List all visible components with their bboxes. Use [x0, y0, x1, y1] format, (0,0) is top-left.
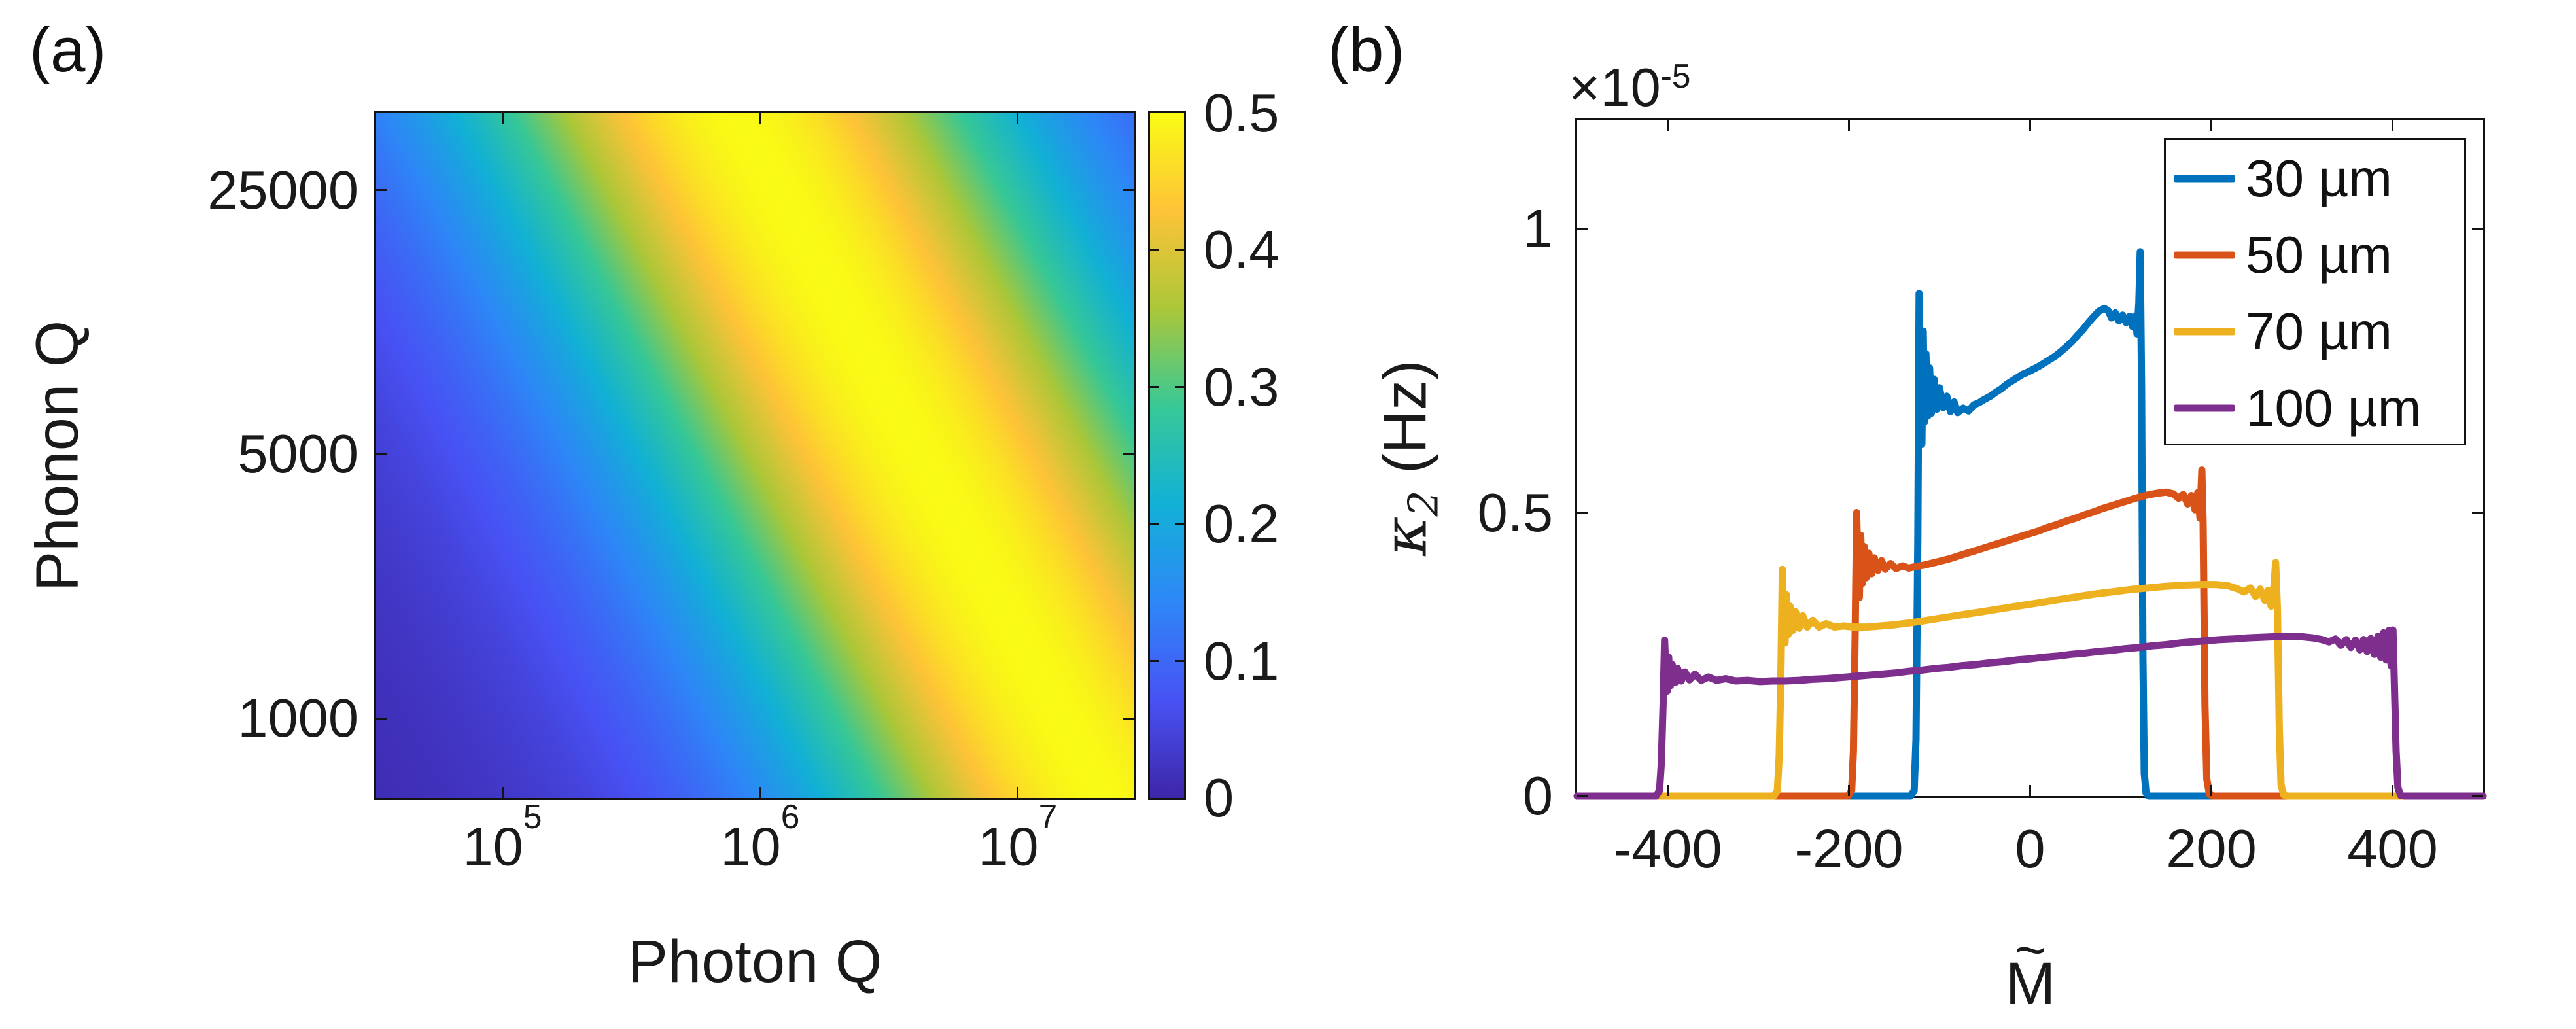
panel-a-axes-box — [374, 111, 1136, 800]
panel-a-ytick-right — [1123, 453, 1134, 455]
panel-b-xtick-top — [2210, 120, 2212, 131]
panel-b-ytick-right — [2472, 795, 2483, 797]
panel-b-xtick — [1667, 785, 1669, 796]
legend-label-70um: 70 µm — [2246, 302, 2392, 360]
panel-b-letter: (b) — [1328, 15, 1405, 85]
colorbar-tick — [1175, 660, 1184, 663]
legend-row-50um: 50 µm — [2166, 217, 2464, 293]
panel-b-xtick-label: -200 — [1794, 818, 1904, 879]
panel-b-xtick-label: 200 — [2166, 818, 2257, 879]
panel-b-ylabel: κ2 (Hz) — [1370, 360, 1448, 556]
colorbar-tick-left — [1150, 249, 1159, 251]
panel-b-ytick — [1577, 228, 1588, 230]
panel-a-xtick-top — [759, 113, 761, 124]
panel-b-xtick-top — [2392, 120, 2393, 131]
panel-b-xtick-top — [1667, 120, 1669, 131]
colorbar-tick-label: 0 — [1204, 767, 1234, 828]
panel-b-ytick — [1577, 512, 1588, 514]
legend-line-100um — [2174, 404, 2235, 411]
panel-a-xtick-top — [1017, 113, 1019, 124]
panel-b-axes-box — [1575, 118, 2485, 798]
panel-a-xtick — [1017, 787, 1019, 798]
colorbar-tick-label: 0.1 — [1204, 630, 1279, 691]
panel-a-letter: (a) — [29, 15, 107, 85]
legend-row-70um: 70 µm — [2166, 293, 2464, 370]
colorbar-tick-label: 0.2 — [1204, 493, 1279, 555]
colorbar-tick-label: 0.4 — [1204, 219, 1279, 281]
legend-row-100um: 100 µm — [2166, 370, 2464, 446]
panel-b-xtick-label: -400 — [1613, 818, 1722, 879]
panel-b-xtick-label: 400 — [2347, 818, 2438, 879]
legend-label-50um: 50 µm — [2246, 225, 2392, 284]
panel-b-xtick — [1848, 785, 1850, 796]
colorbar-tick — [1175, 523, 1184, 525]
panel-b-xlabel: M — [2005, 951, 2056, 1017]
heatmap-panel-a — [376, 113, 1134, 798]
curve-50µm — [1573, 466, 2487, 800]
legend-row-30um: 30 µm — [2166, 140, 2464, 217]
panel-a-ytick-label: 5000 — [237, 423, 358, 485]
legend-line-70um — [2174, 328, 2235, 335]
colorbar-tick — [1175, 249, 1184, 251]
panel-b-xtick — [2392, 785, 2393, 796]
panel-b-ytick-right — [2472, 512, 2483, 514]
colorbar-tick-label: 0.3 — [1204, 356, 1279, 417]
panel-b-xtick-top — [2029, 120, 2031, 131]
ylabel-unit: (Hz) — [1372, 360, 1439, 491]
kappa-symbol: κ — [1370, 516, 1440, 556]
colorbar — [1148, 111, 1186, 800]
multiplier-mantissa: ×10 — [1569, 57, 1661, 118]
panel-a-xtick-label: 106 — [720, 797, 800, 877]
panel-b-ytick-label: 0.5 — [1477, 481, 1553, 543]
panel-b-xlabel-tilde: ~ — [2014, 919, 2047, 981]
panel-a-xtick — [759, 787, 761, 798]
panel-a-ytick — [376, 189, 387, 192]
panel-a-ytick-right — [1123, 189, 1134, 192]
colorbar-tick-left — [1150, 523, 1159, 525]
panel-a-ytick-label: 1000 — [237, 688, 358, 749]
panel-b-axis-multiplier: ×10-5 — [1569, 56, 1691, 119]
panel-b-ytick-label: 1 — [1522, 198, 1553, 259]
panel-a-xtick-label: 105 — [462, 797, 542, 877]
panel-a-ytick-label: 25000 — [207, 159, 358, 220]
panel-b-ytick-label: 0 — [1522, 765, 1553, 826]
legend-label-100um: 100 µm — [2246, 378, 2422, 437]
panel-b-xtick — [2210, 785, 2212, 796]
panel-b-ytick-right — [2472, 228, 2483, 230]
panel-b-xtick-top — [1848, 120, 1850, 131]
panel-b-xtick-label: 0 — [2015, 818, 2045, 879]
panel-b-xtick — [2029, 785, 2031, 796]
panel-a-xtick-label: 107 — [978, 797, 1058, 877]
kappa2-curves — [1573, 248, 2487, 800]
curve-100µm — [1573, 626, 2487, 800]
panel-a-xtick — [501, 787, 504, 798]
legend-label-30um: 30 µm — [2246, 148, 2392, 207]
panel-a-ytick-right — [1123, 717, 1134, 720]
kappa-subscript: 2 — [1399, 490, 1448, 517]
panel-a-ytick — [376, 717, 387, 720]
colorbar-tick — [1175, 386, 1184, 389]
curve-30µm — [1573, 248, 2487, 800]
panel-a-xlabel: Photon Q — [627, 928, 882, 995]
panel-a-ylabel: Phonon Q — [24, 320, 91, 592]
legend-line-50um — [2174, 251, 2235, 258]
colorbar-tick-left — [1150, 660, 1159, 663]
colorbar-tick-left — [1150, 386, 1159, 389]
panel-a-ytick — [376, 453, 387, 455]
panel-b-ytick — [1577, 795, 1588, 797]
panel-a-xtick-top — [501, 113, 504, 124]
multiplier-exponent: -5 — [1660, 56, 1691, 95]
legend: 30 µm 50 µm 70 µm 100 µm — [2164, 138, 2466, 445]
legend-line-30um — [2174, 175, 2235, 182]
colorbar-tick-label: 0.5 — [1204, 82, 1279, 143]
curve-70µm — [1573, 559, 2487, 800]
